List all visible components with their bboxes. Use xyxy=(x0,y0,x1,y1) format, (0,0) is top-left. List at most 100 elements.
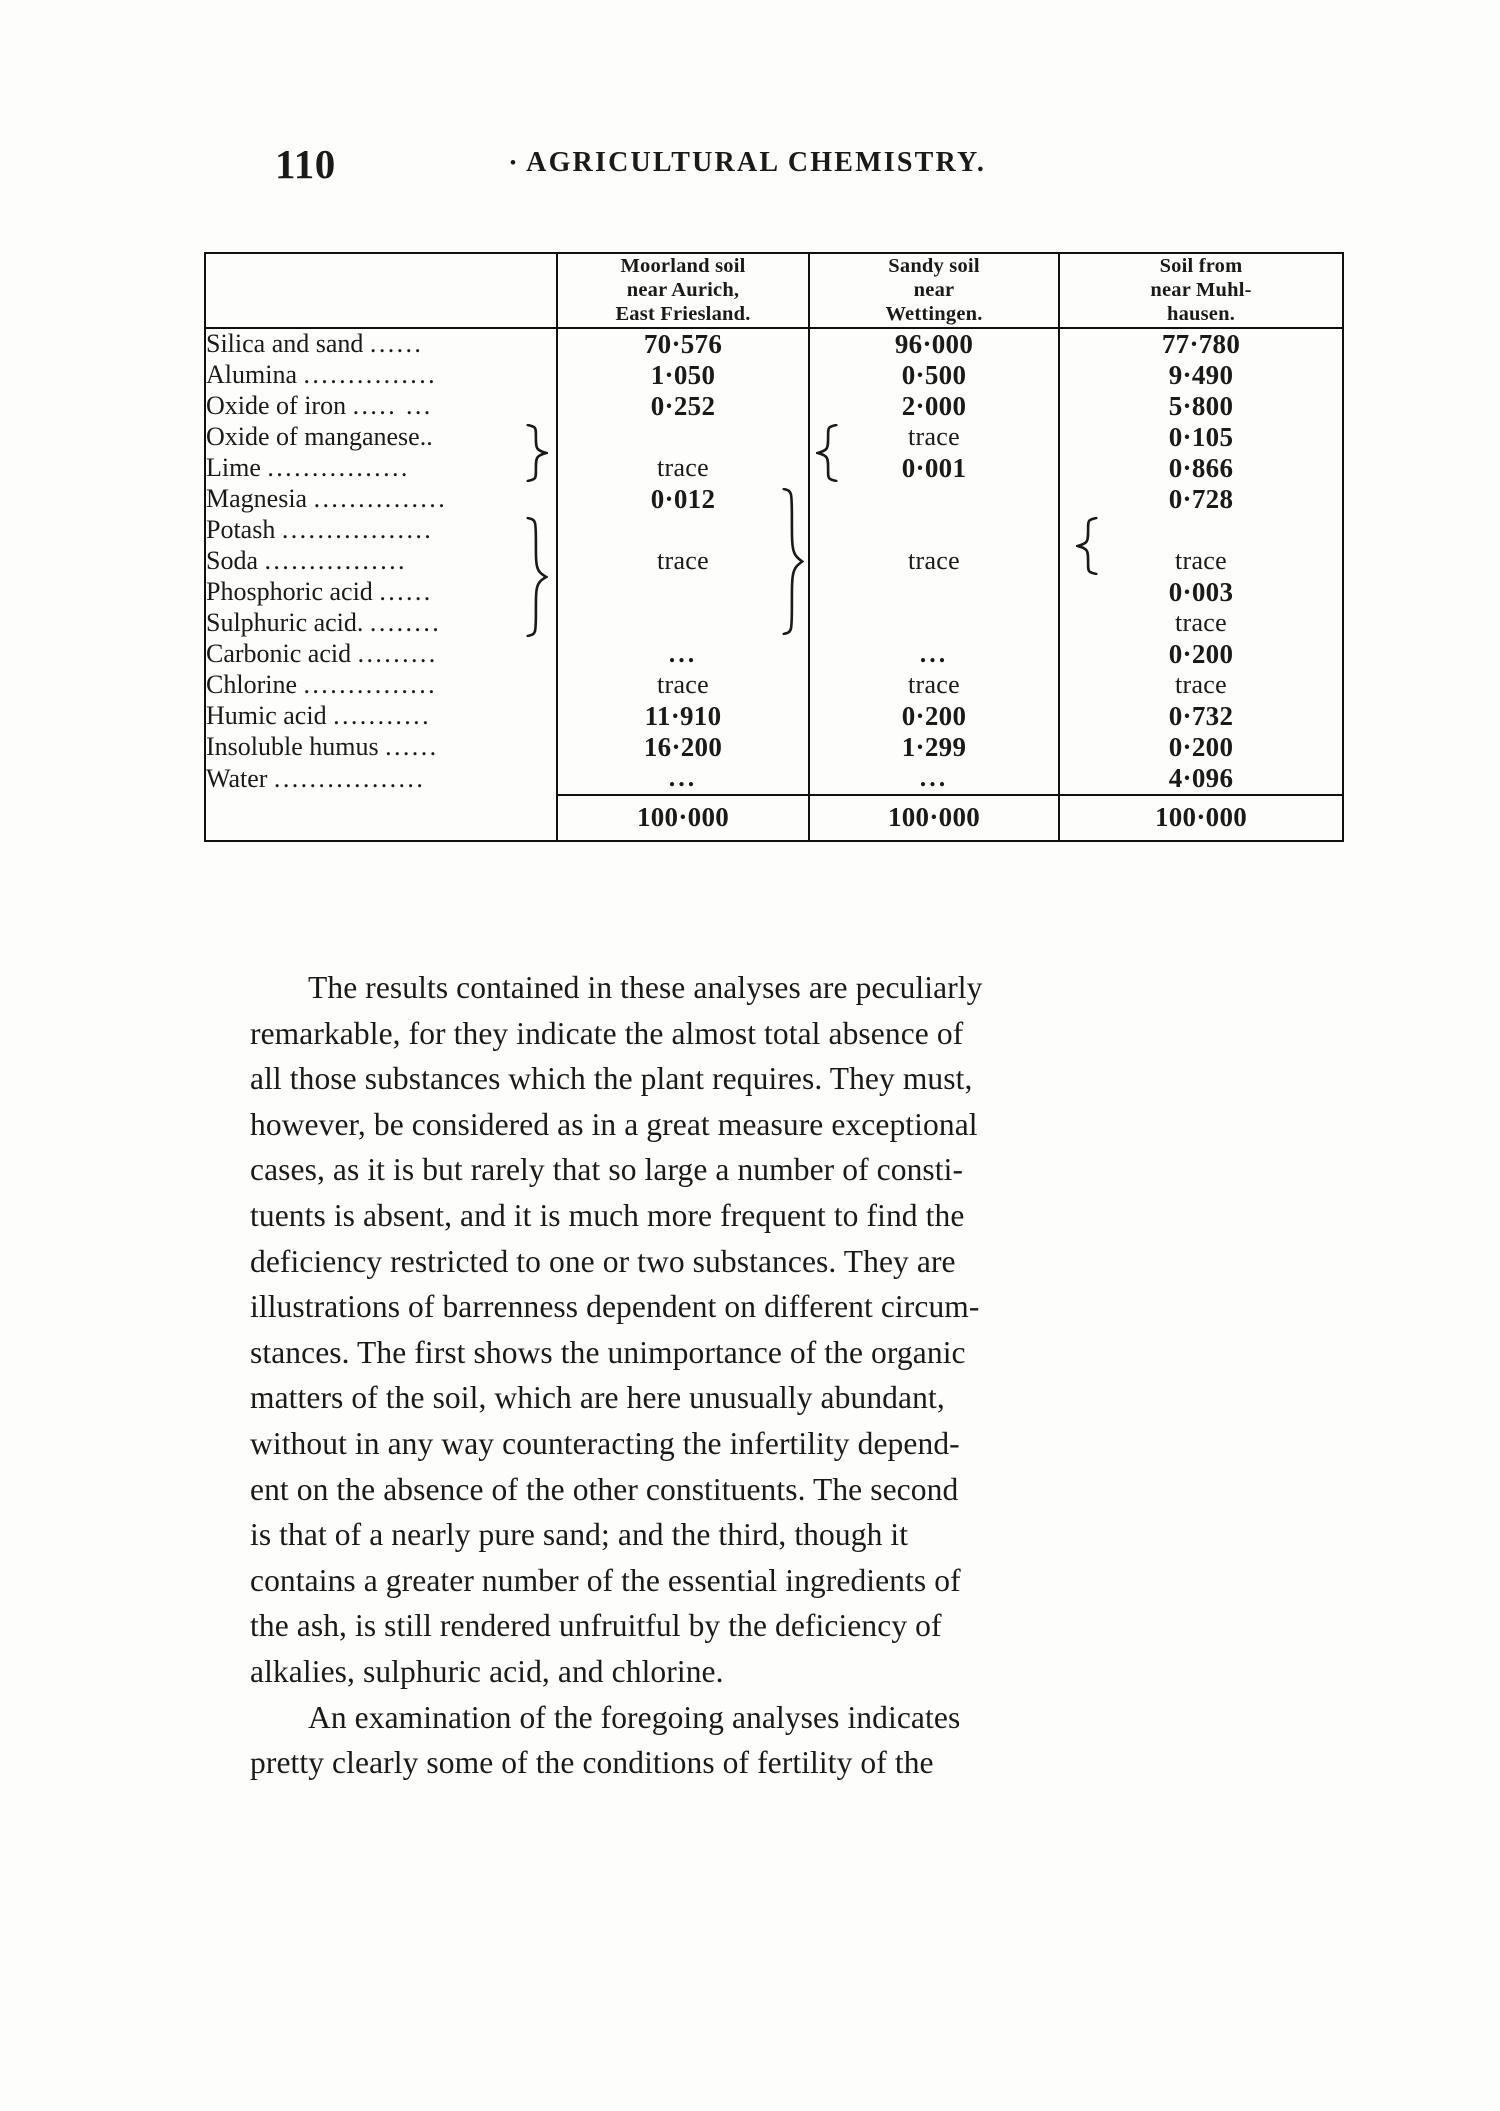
row-label-text: Water xyxy=(206,763,268,793)
table-body: Silica and sand ...... 70·576 96·000 77·780… xyxy=(205,327,1343,795)
cell-muhlhausen: 0·105 xyxy=(1168,421,1234,452)
leader-dots: ........ xyxy=(369,608,442,638)
cell-moorland: ... xyxy=(557,638,810,670)
row-label: Water ................. xyxy=(205,762,558,795)
cell-sandy: trace xyxy=(809,545,1060,577)
header-line-2: near Muhl- xyxy=(1150,279,1252,302)
row-label: Oxide of manganese.. xyxy=(205,421,558,453)
leader-dots: ................. xyxy=(273,763,426,793)
table-row: Phosphoric acid ...... 0·003 xyxy=(205,576,1343,608)
cell-moorland xyxy=(557,514,810,546)
brace-label-manganese-lime xyxy=(526,423,548,482)
row-label: Insoluble humus ...... xyxy=(205,731,558,763)
row-label-text: Humic acid xyxy=(206,701,327,731)
table-footer: 100·000 100·000 100·000 xyxy=(205,793,1343,841)
cell-sandy: trace xyxy=(809,421,1060,453)
brace-sandy-manganese-lime xyxy=(816,423,838,482)
row-label: Chlorine ............... xyxy=(205,669,558,701)
table-row: Water ....................... 4·096 xyxy=(205,762,1343,795)
header-line-1: Soil from xyxy=(1159,255,1243,277)
brace-label-potash-sulphuric xyxy=(526,516,548,637)
running-head: 110 • AGRICULTURAL CHEMISTRY. xyxy=(200,140,1320,188)
row-label-text: Magnesia xyxy=(206,484,308,514)
leader-dots: ............... xyxy=(303,360,437,390)
header-line-3: hausen. xyxy=(1166,303,1236,326)
row-label: Sulphuric acid. ........ xyxy=(205,607,558,639)
body-line: matters of the soil, which are here unus… xyxy=(250,1380,945,1416)
cell-moorland: trace xyxy=(557,452,810,484)
leader-dots: ................ xyxy=(267,453,410,483)
header-line-2: near Aurich, xyxy=(626,279,740,302)
cell-moorland: 11·910 xyxy=(557,700,810,732)
body-line: contains a greater number of the essenti… xyxy=(250,1562,961,1598)
row-label-text: Carbonic acid xyxy=(206,639,352,669)
row-label: Oxide of iron ..... ... xyxy=(205,390,558,422)
body-line: all those substances which the plant req… xyxy=(250,1061,973,1097)
row-label: Potash ................. xyxy=(205,514,558,546)
cell-sandy: ... xyxy=(809,762,1060,795)
cell-moorland: trace xyxy=(557,545,810,577)
totals-row: 100·000 100·000 100·000 xyxy=(205,793,1343,841)
row-label-text: Alumina xyxy=(206,360,297,390)
cell-muhlhausen: 0·866 xyxy=(1168,452,1234,483)
cell-moorland: 0·252 xyxy=(557,390,810,422)
cell-moorland: trace xyxy=(557,669,810,701)
cell-sandy: 96·000 xyxy=(809,327,1060,360)
header-line-1: Moorland soil xyxy=(620,255,746,277)
leader-dots: ......... xyxy=(357,639,438,669)
cell-moorland xyxy=(557,421,810,453)
row-label-text: Potash xyxy=(206,515,276,545)
row-label: Soda ................ xyxy=(205,545,558,577)
table-row: Insoluble humus ...... 16·200 1·299 0·200 xyxy=(205,731,1343,763)
row-label-text: Oxide of iron xyxy=(206,391,347,421)
table-row: Lime ................ trace 0·001 0·866 xyxy=(205,452,1343,484)
row-label: Magnesia ............... xyxy=(205,483,558,515)
body-line: tuents is absent, and it is much more fr… xyxy=(250,1197,965,1233)
column-header-blank xyxy=(205,253,558,329)
body-line: remarkable, for they indicate the almost… xyxy=(250,1015,964,1051)
table-row: Oxide of manganese.. trace 0·105 xyxy=(205,421,1343,453)
row-label-text: Silica and sand xyxy=(206,329,364,359)
cell-muhlhausen: 0·200 xyxy=(1168,731,1234,762)
brace-muhlhausen-group xyxy=(1076,516,1098,575)
leader-dots: ............... xyxy=(303,670,437,700)
cell-sandy: trace xyxy=(809,669,1060,701)
cell-sandy: 1·299 xyxy=(809,731,1060,763)
table-row: Magnesia ............... 0·012 0·728 xyxy=(205,483,1343,515)
cell-sandy: ... xyxy=(809,638,1060,670)
row-label-text: Phosphoric acid xyxy=(206,577,373,607)
row-label: Phosphoric acid ...... xyxy=(205,576,558,608)
body-line: deficiency restricted to one or two subs… xyxy=(250,1243,956,1279)
table-row: Sulphuric acid. ........ trace xyxy=(205,607,1343,639)
table-row: Oxide of iron ..... ... 0·252 2·000 5·800 xyxy=(205,390,1343,422)
soil-analysis-table: Moorland soil near Aurich, East Frieslan… xyxy=(204,252,1344,842)
row-label-text: Lime xyxy=(206,453,261,483)
body-line: without in any way counteracting the inf… xyxy=(250,1425,960,1461)
cell-muhlhausen: trace xyxy=(1174,670,1227,700)
table-row: Humic acid ........... 11·910 0·200 0·732 xyxy=(205,700,1343,732)
page-number: 110 xyxy=(275,141,336,187)
body-line: The results contained in these analyses … xyxy=(308,970,983,1005)
cell-muhlhausen: 9·490 xyxy=(1168,359,1234,390)
cell-muhlhausen: 4·096 xyxy=(1168,762,1234,793)
brace-moorland-group xyxy=(782,487,804,635)
cell-moorland xyxy=(557,607,810,639)
cell-sandy xyxy=(809,607,1060,639)
body-line: ent on the absence of the other constitu… xyxy=(250,1471,959,1507)
page-title: • AGRICULTURAL CHEMISTRY. xyxy=(510,147,986,179)
cell-muhlhausen: trace xyxy=(1174,546,1227,576)
body-text: The results contained in these analyses … xyxy=(250,965,1280,1786)
totals-label xyxy=(205,794,558,841)
cell-muhlhausen: 0·732 xyxy=(1168,700,1234,731)
table-row: Alumina ............... 1·050 0·500 9·490 xyxy=(205,359,1343,391)
row-label-text: Insoluble humus xyxy=(206,732,379,762)
table-row: Carbonic acid ............... 0·200 xyxy=(205,638,1343,670)
cell-muhlhausen: 77·780 xyxy=(1161,328,1241,359)
lead-mark-icon: • xyxy=(510,153,519,172)
cell-moorland: 16·200 xyxy=(557,731,810,763)
cell-muhlhausen: 0·728 xyxy=(1168,483,1234,514)
leader-dots: ................. xyxy=(281,515,434,545)
body-line: the ash, is still rendered unfruitful by… xyxy=(250,1608,942,1644)
leader-dots: ...... xyxy=(379,577,433,607)
